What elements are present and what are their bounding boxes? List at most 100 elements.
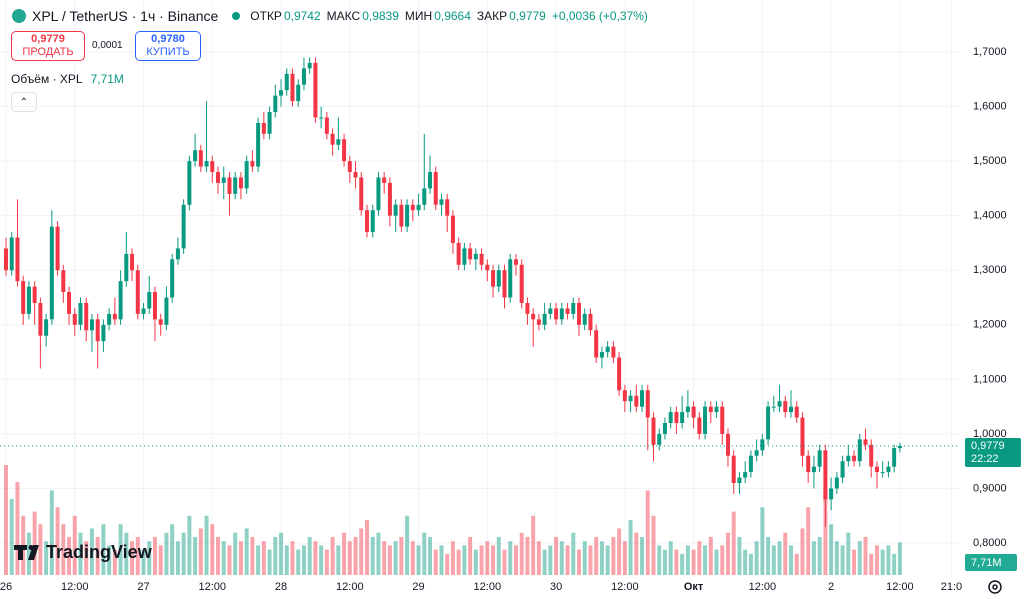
sell-price[interactable]: 0,9779 (31, 33, 65, 45)
buy-label[interactable]: КУПИТЬ (146, 46, 190, 58)
candle-body (834, 477, 839, 489)
volume-bar (347, 541, 352, 575)
candle-body (382, 177, 387, 183)
symbol-title: XPL / TetherUS · 1ч · Binance (32, 8, 219, 24)
candle-body (55, 226, 60, 271)
volume-bar (238, 541, 243, 575)
candle-body (846, 455, 851, 462)
candle-body (496, 270, 501, 287)
volume-bar (766, 536, 771, 575)
volume-bar (296, 549, 301, 575)
volume-bar (130, 541, 135, 575)
candle-body (651, 417, 656, 445)
volume-bar (370, 536, 375, 575)
candle-body (359, 177, 364, 211)
candle-body (221, 177, 226, 183)
candle-body (273, 95, 278, 113)
candle-body (565, 308, 570, 314)
candle-body (571, 302, 576, 314)
gear[interactable] (988, 580, 1002, 594)
candle-body (513, 259, 518, 265)
buy-price[interactable]: 0,9780 (151, 33, 185, 45)
settings-icon[interactable] (988, 580, 1002, 594)
candle-body (605, 346, 610, 353)
volume-bar (101, 524, 106, 575)
candle-body (491, 270, 496, 287)
candle-body (599, 352, 604, 358)
candle-body (112, 313, 117, 320)
volume-bar (158, 545, 163, 575)
y-tick-label: 0,8000 (973, 537, 1007, 549)
volume-bar (760, 507, 765, 575)
collapse-button[interactable]: ⌃ (11, 92, 37, 112)
candle-body (548, 308, 553, 314)
buy-button[interactable]: 0,9780 КУПИТЬ (135, 31, 201, 61)
candle-body (376, 177, 381, 211)
x-tick-label: 12:00 (611, 581, 639, 593)
volume-bar (582, 541, 587, 575)
candle-body (422, 188, 427, 205)
candle-body (72, 313, 77, 325)
volume-bar (531, 515, 536, 575)
volume-bar (800, 528, 805, 575)
volume-bar (256, 545, 261, 575)
volume-bar (725, 532, 730, 575)
volume-bar (72, 515, 77, 575)
candle-body (783, 401, 788, 413)
volume-bar (519, 532, 524, 575)
volume-bar (382, 541, 387, 575)
volume-bar (336, 545, 341, 575)
sell-label[interactable]: ПРОДАТЬ (22, 46, 74, 58)
volume-bar (118, 524, 123, 575)
volume-bar (319, 545, 324, 575)
volume-bar (594, 536, 599, 575)
gear[interactable] (992, 584, 998, 590)
candle-body (170, 259, 175, 298)
candle-body (267, 112, 272, 134)
volume-bar (330, 536, 335, 575)
y-tick-label: 1,1000 (973, 373, 1007, 385)
candle-body (450, 215, 455, 243)
candle-body (152, 292, 157, 320)
volume-bar (135, 536, 140, 575)
volume-bar (811, 541, 816, 575)
candle-body (668, 412, 673, 423)
volume-bar (433, 549, 438, 575)
candle-body (840, 461, 845, 478)
volume-bar (754, 541, 759, 575)
spread: 0,0001 (92, 40, 123, 51)
candle-body (640, 390, 645, 407)
candle-body (789, 406, 794, 413)
x-tick-label: 12:00 (749, 581, 777, 593)
x-tick-label: 26 (0, 581, 12, 593)
volume-bar (284, 545, 289, 575)
candle-body (766, 406, 771, 440)
sell-button[interactable]: 0,9779 ПРОДАТЬ (11, 31, 85, 61)
candle-body (101, 324, 106, 342)
candle-body (284, 73, 289, 91)
x-tick-label: 30 (550, 581, 562, 593)
volume-bar (496, 536, 501, 575)
x-tick-label: 12:00 (886, 581, 914, 593)
volume-bar (508, 541, 513, 575)
candle-body (9, 237, 14, 271)
candle-body (428, 172, 433, 189)
y-tick-label: 1,3000 (973, 264, 1007, 276)
volume-bar (112, 549, 117, 575)
ohlc-key: ОТКР (250, 9, 282, 23)
candle-body (823, 450, 828, 500)
volume-bar (164, 532, 169, 575)
volume-bar (897, 542, 902, 575)
ohlc-key: МАКС (326, 9, 361, 23)
volume-bar (668, 541, 673, 575)
price-tag (965, 437, 1021, 467)
volume-bar (141, 549, 146, 575)
candle-body (141, 308, 146, 314)
candle-body (61, 270, 66, 293)
candle-body (399, 204, 404, 227)
candle-body (319, 117, 324, 119)
volume-bar (640, 536, 645, 575)
candle-body (525, 302, 530, 314)
volume-bar (554, 536, 559, 575)
